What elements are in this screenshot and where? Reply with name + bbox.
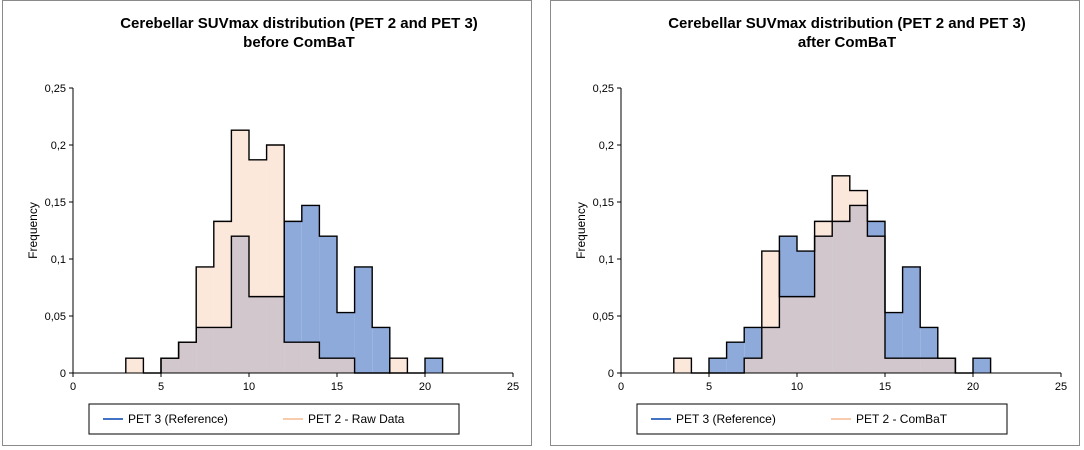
bar-pet2-bin-7 bbox=[797, 296, 815, 373]
x-tick-label-3: 15 bbox=[331, 381, 343, 393]
legend-box bbox=[88, 403, 460, 435]
bar-pet2-bin-10 bbox=[849, 190, 868, 373]
histogram-before-combat: Cerebellar SUVmax distribution (PET 2 an… bbox=[26, 15, 519, 435]
chart-title-line-1: Cerebellar SUVmax distribution (PET 2 an… bbox=[668, 15, 1026, 32]
x-tick-label-2: 10 bbox=[243, 381, 255, 393]
series-pet2 bbox=[673, 175, 956, 373]
y-axis-label: Frequency bbox=[26, 202, 40, 259]
histogram-after-combat: Cerebellar SUVmax distribution (PET 2 an… bbox=[574, 15, 1067, 435]
x-tick-label-4: 20 bbox=[967, 381, 979, 393]
chart-title-line-2: before ComBaT bbox=[243, 34, 355, 51]
bar-pet2-bin-0 bbox=[125, 358, 144, 373]
y-tick-label-5: 0,25 bbox=[45, 83, 66, 95]
legend-label-pet3-reference: PET 3 (Reference) bbox=[676, 412, 776, 426]
bar-pet2-bin-9 bbox=[832, 175, 850, 373]
y-tick-label-3: 0,15 bbox=[45, 197, 66, 209]
bar-pet2-bin-8 bbox=[814, 221, 833, 373]
legend-box bbox=[636, 403, 1008, 435]
bar-pet3-reference-bin-11 bbox=[354, 266, 373, 373]
bar-pet2-bin-4 bbox=[196, 266, 214, 373]
bar-pet3-reference-bin-11 bbox=[902, 266, 921, 373]
chart-title-line-1: Cerebellar SUVmax distribution (PET 2 an… bbox=[120, 15, 478, 32]
y-tick-label-5: 0,25 bbox=[593, 83, 614, 95]
bar-pet2-bin-2 bbox=[161, 358, 179, 373]
legend: PET 3 (Reference) PET 2 - Raw Data bbox=[88, 403, 460, 435]
bar-pet2-bin-5 bbox=[761, 251, 780, 373]
bar-pet2-bin-6 bbox=[779, 296, 797, 373]
y-tick-label-2: 0,1 bbox=[599, 254, 614, 266]
bar-pet2-bin-8 bbox=[266, 145, 285, 373]
chart-panel-after-combat: Cerebellar SUVmax distribution (PET 2 an… bbox=[550, 0, 1080, 446]
bar-pet2-bin-5 bbox=[213, 221, 232, 373]
bar-pet2-bin-12 bbox=[337, 358, 355, 373]
bar-pet2-bin-9 bbox=[284, 342, 302, 373]
bar-pet2-bin-0 bbox=[673, 358, 692, 373]
x-tick-label-2: 10 bbox=[791, 381, 803, 393]
x-tick-label-1: 5 bbox=[158, 381, 164, 393]
bar-pet2-bin-7 bbox=[249, 159, 267, 373]
bar-pet3-reference-bin-8 bbox=[301, 205, 320, 373]
x-tick-label-4: 20 bbox=[419, 381, 431, 393]
y-axis-label: Frequency bbox=[574, 202, 588, 259]
series-pet2 bbox=[125, 130, 408, 373]
bar-pet2-bin-11 bbox=[319, 358, 337, 373]
y-tick-label-3: 0,15 bbox=[593, 197, 614, 209]
chart-title-line-2: after ComBaT bbox=[798, 34, 896, 51]
bar-pet2-bin-10 bbox=[301, 342, 320, 373]
x-tick-label-5: 25 bbox=[507, 381, 519, 393]
legend-label-pet3-reference: PET 3 (Reference) bbox=[128, 412, 228, 426]
x-tick-label-0: 0 bbox=[618, 381, 624, 393]
x-tick-label-3: 15 bbox=[879, 381, 891, 393]
y-tick-label-1: 0,05 bbox=[593, 311, 614, 323]
bar-pet2-bin-3 bbox=[178, 342, 197, 373]
bar-pet2-bin-13 bbox=[902, 358, 921, 373]
bar-pet2-bin-11 bbox=[867, 236, 885, 373]
bar-pet2-bin-12 bbox=[885, 358, 903, 373]
bar-pet2-bin-4 bbox=[744, 358, 762, 373]
y-tick-label-2: 0,1 bbox=[51, 254, 66, 266]
x-tick-label-1: 5 bbox=[706, 381, 712, 393]
bar-pet3-reference-bin-9 bbox=[319, 236, 337, 373]
y-tick-label-0: 0 bbox=[60, 368, 66, 380]
legend: PET 3 (Reference) PET 2 - ComBaT bbox=[636, 403, 1008, 435]
bar-pet3-reference-bin-0 bbox=[709, 358, 727, 373]
x-tick-label-5: 25 bbox=[1055, 381, 1067, 393]
bar-pet2-bin-15 bbox=[389, 358, 408, 373]
legend-label-pet2: PET 2 - ComBaT bbox=[856, 412, 948, 426]
bar-pet2-bin-6 bbox=[231, 130, 249, 373]
chart-panel-before-combat: Cerebellar SUVmax distribution (PET 2 an… bbox=[2, 0, 532, 446]
legend-label-pet2: PET 2 - Raw Data bbox=[308, 412, 405, 426]
bar-pet2-bin-14 bbox=[920, 358, 938, 373]
y-tick-label-4: 0,2 bbox=[51, 140, 66, 152]
bar-pet3-reference-bin-15 bbox=[425, 358, 443, 373]
bar-pet3-reference-bin-12 bbox=[372, 327, 390, 373]
y-tick-label-0: 0 bbox=[608, 368, 614, 380]
bar-pet3-reference-bin-7 bbox=[284, 221, 302, 373]
bar-pet3-reference-bin-1 bbox=[726, 342, 745, 373]
y-tick-label-1: 0,05 bbox=[45, 311, 66, 323]
y-tick-label-4: 0,2 bbox=[599, 140, 614, 152]
bar-pet2-bin-15 bbox=[937, 358, 956, 373]
bar-pet3-reference-bin-15 bbox=[973, 358, 991, 373]
x-tick-label-0: 0 bbox=[70, 381, 76, 393]
